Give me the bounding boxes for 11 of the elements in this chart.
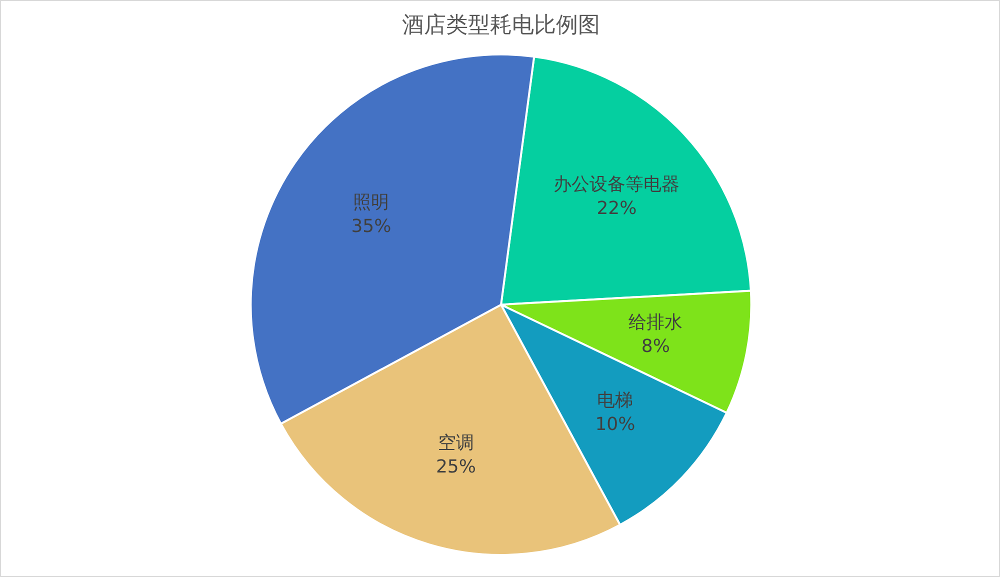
data-label: 35% bbox=[351, 216, 392, 237]
slice-label: 办公设备等电器 bbox=[554, 174, 680, 196]
data-label: 8% bbox=[641, 336, 670, 357]
chart-title: 酒店类型耗电比例图 bbox=[402, 12, 600, 38]
slice-label: 给排水 bbox=[628, 312, 683, 333]
slice-label: 空调 bbox=[438, 432, 474, 454]
data-label: 10% bbox=[595, 414, 636, 436]
slice-label: 照明 bbox=[353, 192, 390, 213]
slice-label: 电梯 bbox=[597, 390, 634, 412]
data-label: 22% bbox=[596, 198, 637, 220]
data-label: 25% bbox=[436, 456, 476, 478]
